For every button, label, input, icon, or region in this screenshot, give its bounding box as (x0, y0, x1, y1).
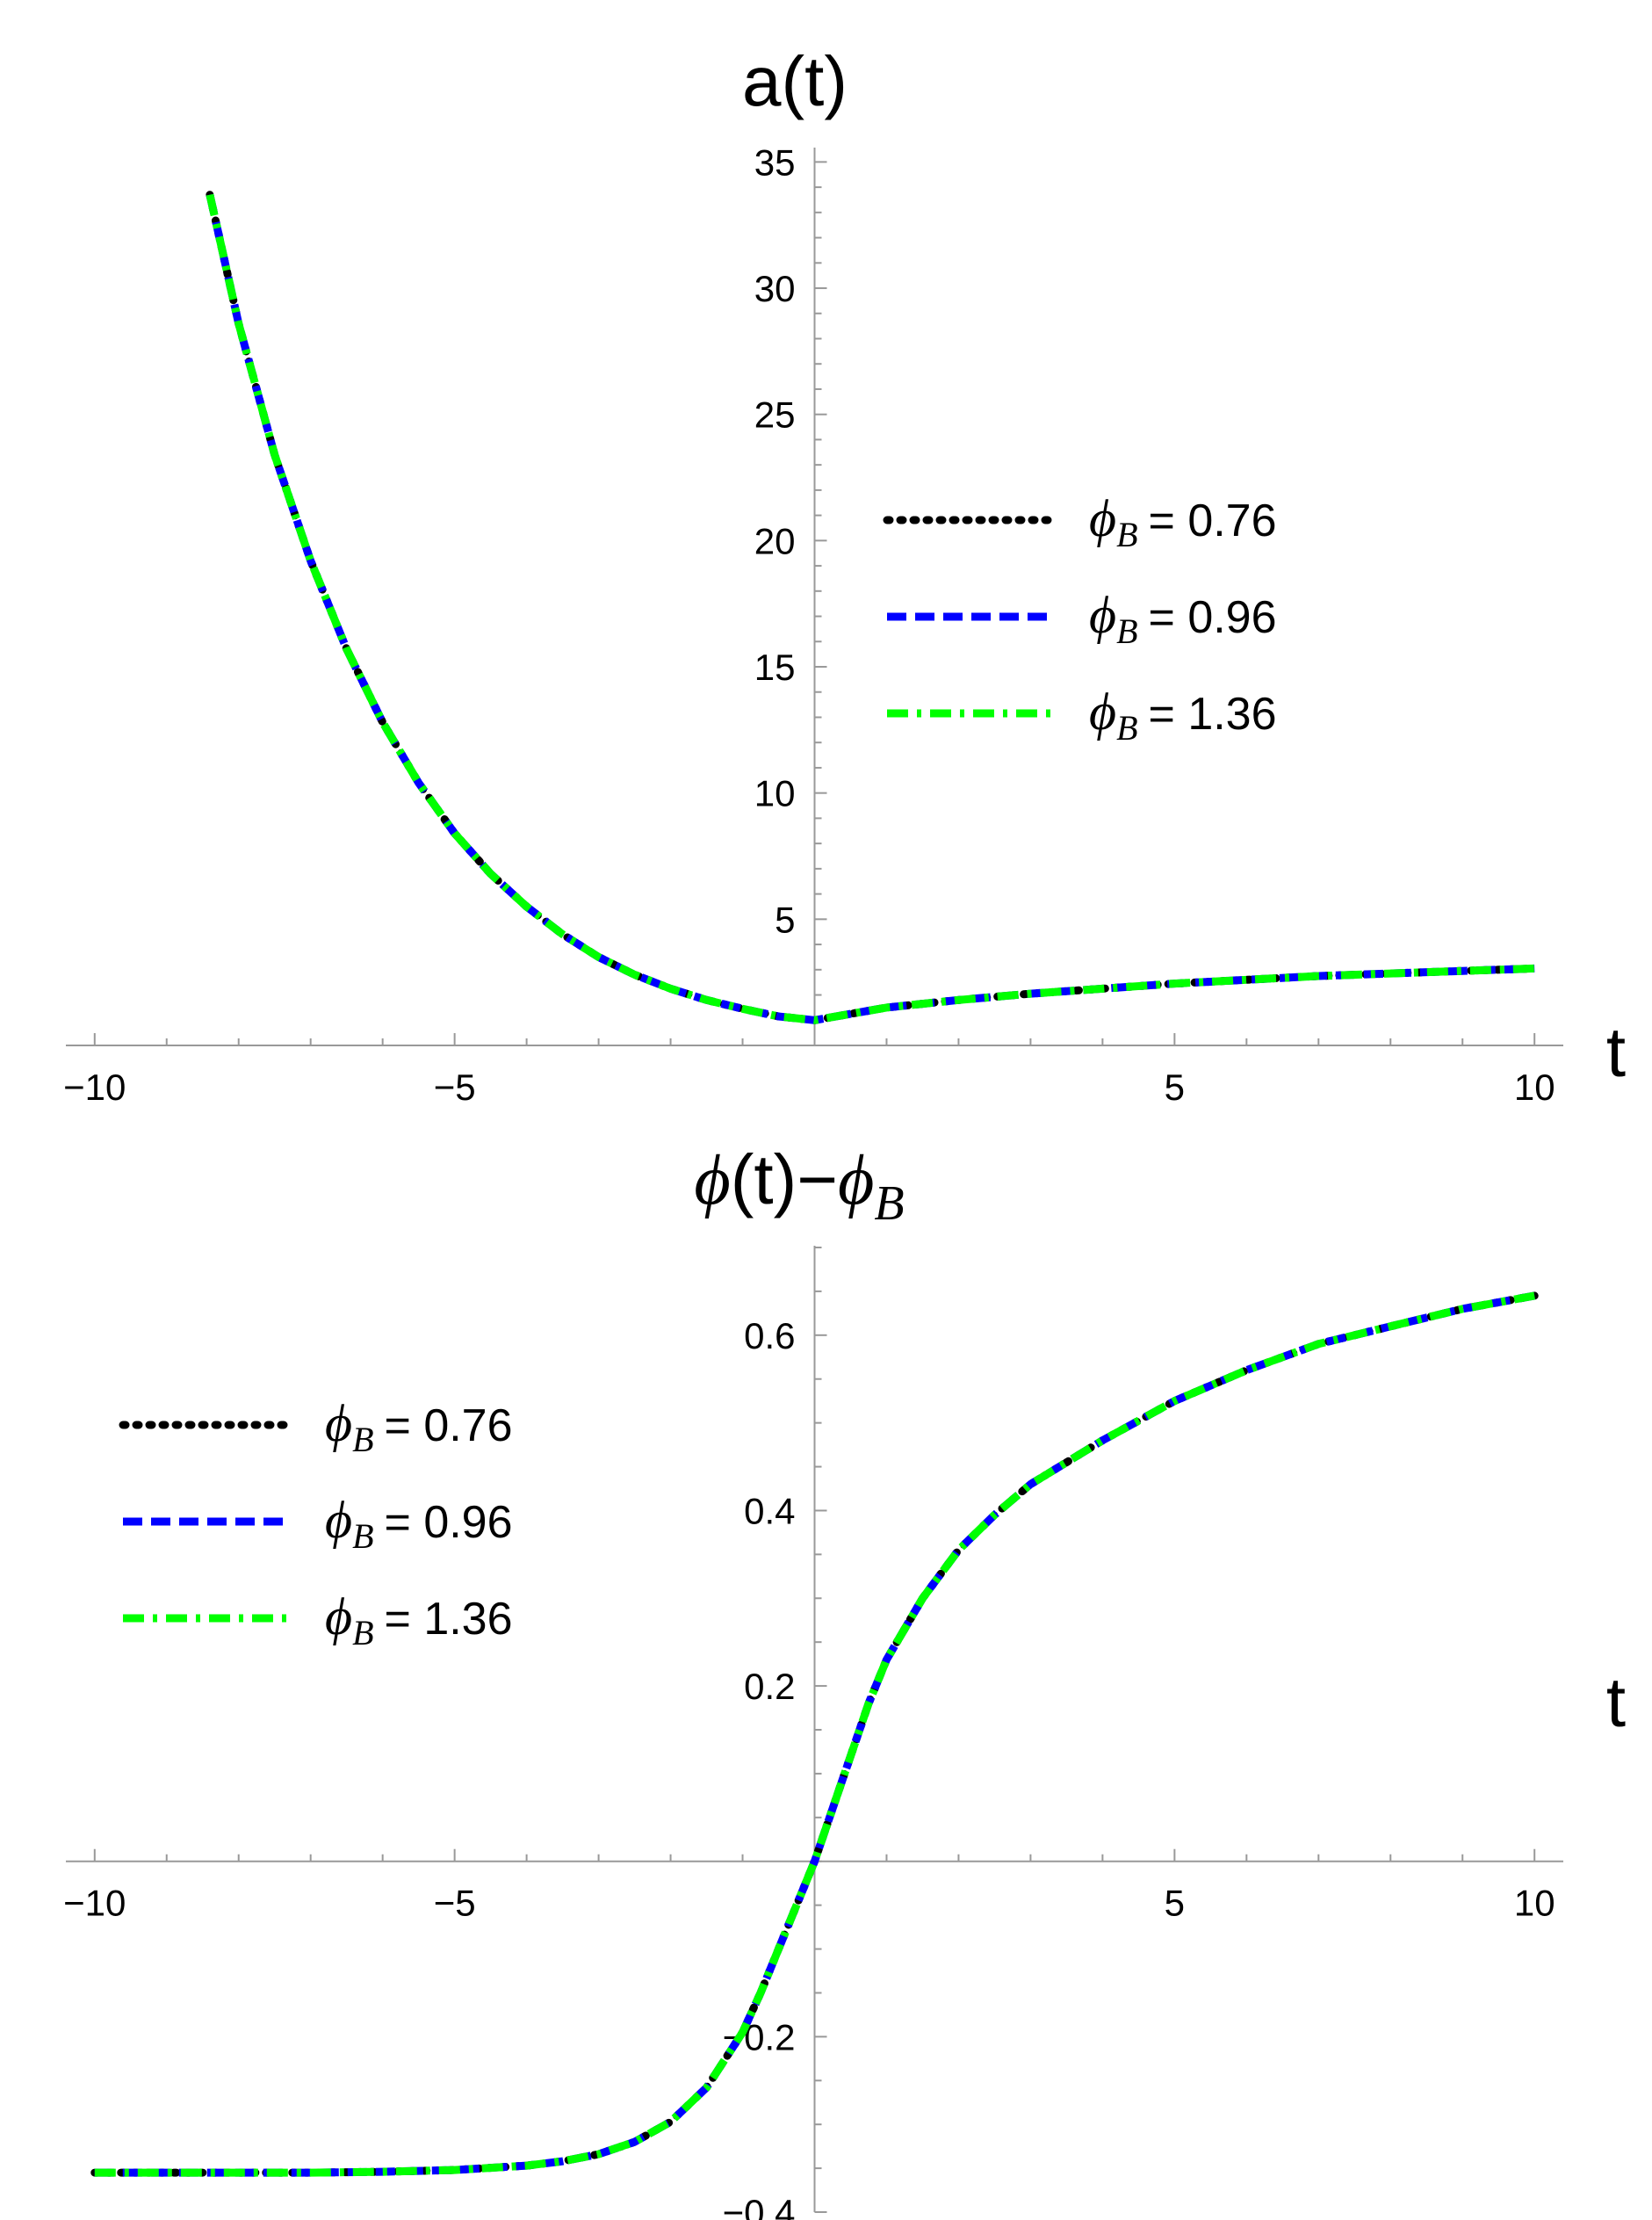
x-tick-label: 10 (1514, 1883, 1555, 1924)
x-axis-label: t (1606, 1013, 1626, 1091)
x-tick-label: −5 (434, 1067, 476, 1108)
x-tick-label: 10 (1514, 1067, 1555, 1108)
legend-label: ϕB = 0.76 (1089, 489, 1277, 554)
x-axis-label: t (1606, 1663, 1626, 1741)
y-tick-label: 20 (754, 520, 796, 561)
legend-label: ϕB = 1.36 (325, 1587, 513, 1652)
series-line (206, 193, 1535, 1024)
x-tick-label: −5 (434, 1883, 476, 1924)
legend-label: ϕB = 0.96 (1089, 586, 1277, 651)
legend-label: ϕB = 1.36 (1089, 683, 1277, 748)
series-line (206, 193, 1535, 1024)
y-tick-label: 0.4 (744, 1490, 795, 1531)
y-tick-label: 25 (754, 394, 796, 436)
series-line (94, 1291, 1536, 2177)
chart-title: a(t) (742, 42, 848, 120)
legend-label: ϕB = 0.76 (325, 1394, 513, 1459)
y-tick-label: 15 (754, 647, 796, 688)
series-line (206, 191, 1539, 1024)
y-tick-label: 5 (775, 899, 795, 940)
y-tick-label: 0.2 (744, 1666, 795, 1707)
legend-label: ϕB = 0.96 (325, 1491, 513, 1556)
y-tick-label: 35 (754, 141, 796, 183)
y-tick-label: 0.6 (744, 1315, 795, 1356)
y-tick-label: −0.4 (723, 2192, 796, 2220)
x-tick-label: −10 (63, 1067, 126, 1108)
chart-scale-factor: −10 −5 5 10 5 10 15 20 25 30 35 t a(t) ϕB = 0.76 ϕB = 0.… (63, 42, 1626, 1108)
chart-title: ϕ(t)−ϕB (694, 1140, 904, 1231)
y-tick-label: 10 (754, 773, 796, 814)
x-tick-label: 5 (1165, 1883, 1185, 1924)
x-tick-label: 5 (1165, 1067, 1185, 1108)
y-tick-label: 30 (754, 268, 796, 309)
x-tick-label: −10 (63, 1883, 126, 1924)
